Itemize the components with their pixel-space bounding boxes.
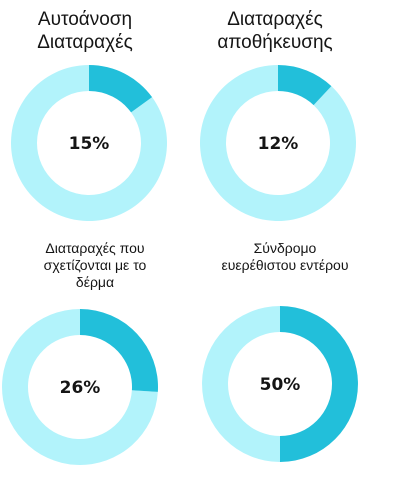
chart-title-line: Σύνδρομο: [253, 240, 317, 256]
donut-slice-remainder: [202, 306, 280, 462]
chart-title-line: Διαταραχές: [227, 9, 323, 30]
percent-label: 12%: [258, 134, 299, 154]
chart-title-line: σχετίζονται με το: [43, 257, 147, 273]
donut-slice-value: [80, 309, 158, 392]
donut-slice-remainder: [200, 65, 356, 221]
chart-title: Διαταραχές που σχετίζονται με το δέρμα: [15, 240, 175, 291]
donut-chart: 15%: [11, 65, 167, 222]
donut-slice-remainder: [2, 309, 158, 465]
chart-title: Σύνδρομο ευερέθιστου εντέρου: [195, 240, 375, 274]
donut-chart: 26%: [2, 309, 158, 465]
donut-slice-value: [89, 65, 153, 113]
chart-title-line: Διαταραχές που: [45, 240, 145, 256]
chart-title-line: αποθήκευσης: [217, 32, 333, 53]
donut-chart: 12%: [200, 65, 356, 221]
donut-chart: 50%: [202, 306, 358, 462]
chart-title-line: Αυτοάνοση: [37, 9, 133, 30]
chart-title-line: δέρμα: [75, 274, 115, 290]
chart-title-line: ευερέθιστου εντέρου: [221, 257, 349, 273]
donut-slice-remainder: [11, 65, 167, 222]
chart-title: Αυτοάνοση Διαταραχές: [10, 8, 160, 54]
donut-slice-value: [278, 65, 332, 106]
chart-title: Διαταραχές αποθήκευσης: [200, 8, 350, 54]
percent-label: 26%: [60, 378, 101, 398]
percent-label: 50%: [260, 375, 301, 395]
percent-label: 15%: [69, 134, 110, 154]
chart-title-line: Διαταραχές: [37, 32, 133, 53]
donut-slice-value: [280, 306, 358, 462]
